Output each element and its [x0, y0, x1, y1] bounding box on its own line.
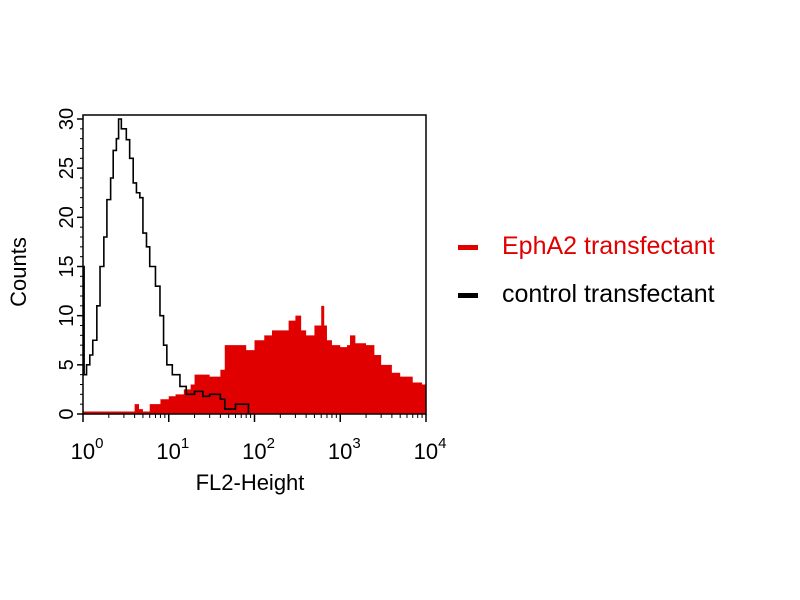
y-tick-label: 5: [56, 359, 78, 370]
legend: EphA2 transfectant control transfectant: [458, 232, 715, 309]
legend-label: control transfectant: [502, 280, 715, 308]
x-tick-label: 101: [156, 435, 189, 464]
legend-item-control: control transfectant: [458, 280, 715, 309]
y-tick-label: 20: [56, 206, 78, 228]
series-epha2-area: [83, 256, 426, 414]
legend-swatch-black: [458, 292, 478, 298]
y-tick-label: 15: [56, 255, 78, 277]
series-control-line: [83, 118, 250, 414]
legend-label: EphA2 transfectant: [502, 232, 715, 260]
x-tick-label: 104: [414, 435, 447, 464]
y-axis-label: Counts: [6, 237, 31, 307]
y-tick-label: 30: [56, 108, 78, 130]
x-tick-label: 100: [71, 435, 104, 464]
legend-swatch-red: [458, 244, 478, 250]
x-tick-label: 103: [328, 435, 361, 464]
y-tick-label: 0: [56, 408, 78, 419]
x-tick-label: 102: [242, 435, 275, 464]
legend-item-epha2: EphA2 transfectant: [458, 232, 715, 266]
y-tick-label: 25: [56, 157, 78, 179]
x-axis-label: FL2-Height: [196, 470, 305, 495]
y-tick-label: 10: [56, 305, 78, 327]
